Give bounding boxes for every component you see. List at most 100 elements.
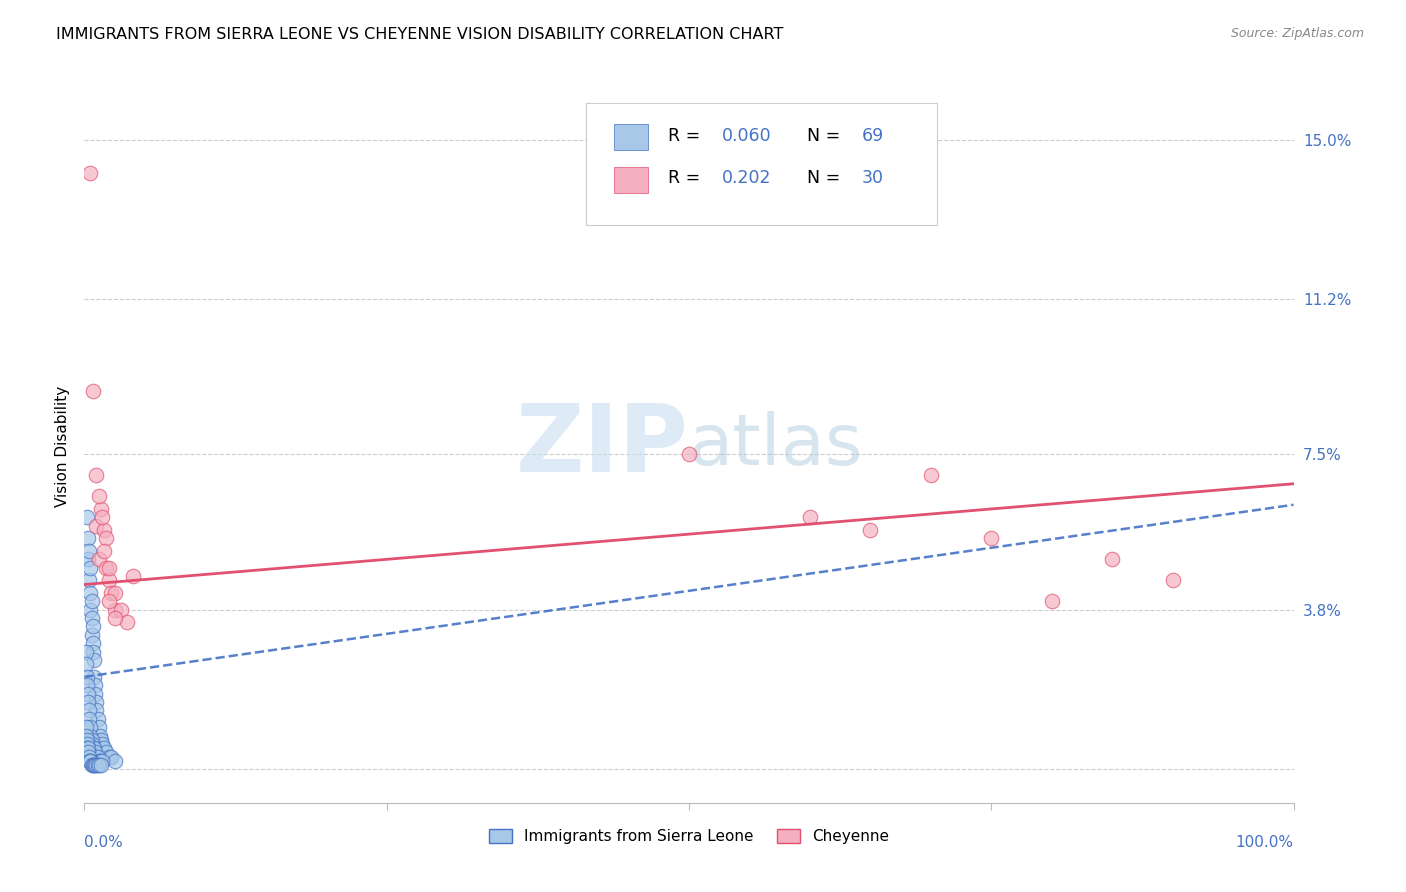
Text: ZIP: ZIP [516, 400, 689, 492]
Point [678, 447, 700, 461]
Text: 30: 30 [862, 169, 884, 187]
Point [82, 758, 104, 772]
Point [84, 758, 107, 772]
Point [84, 687, 107, 701]
Point [76, 510, 98, 524]
Point [90, 758, 112, 772]
Point [82, 741, 104, 756]
Point [94, 746, 117, 760]
Point [94, 560, 117, 574]
Point [86, 758, 108, 772]
Point [79, 754, 101, 768]
Point [83, 758, 105, 772]
Point [76, 741, 98, 756]
Point [87, 754, 110, 768]
Point [80, 594, 103, 608]
Point [121, 569, 143, 583]
Point [77, 746, 100, 760]
Point [82, 645, 104, 659]
Text: IMMIGRANTS FROM SIERRA LEONE VS CHEYENNE VISION DISABILITY CORRELATION CHART: IMMIGRANTS FROM SIERRA LEONE VS CHEYENNE… [56, 27, 783, 42]
FancyBboxPatch shape [586, 103, 936, 225]
Point [76, 678, 98, 692]
Point [86, 703, 108, 717]
Point [920, 468, 942, 483]
Point [83, 653, 105, 667]
Point [77, 741, 100, 756]
Point [83, 670, 105, 684]
FancyBboxPatch shape [614, 124, 648, 150]
Legend: Immigrants from Sierra Leone, Cheyenne: Immigrants from Sierra Leone, Cheyenne [485, 824, 893, 848]
Point [82, 636, 104, 650]
Point [77, 687, 100, 701]
Point [89, 754, 111, 768]
Point [100, 749, 122, 764]
Point [82, 384, 104, 399]
Point [77, 703, 100, 717]
Point [110, 603, 132, 617]
Point [77, 749, 100, 764]
Point [104, 586, 127, 600]
Point [97, 574, 120, 588]
Y-axis label: Vision Disability: Vision Disability [55, 385, 70, 507]
Point [83, 741, 105, 756]
Point [90, 732, 112, 747]
Point [84, 746, 107, 760]
Point [86, 695, 108, 709]
Point [77, 552, 100, 566]
Point [86, 712, 108, 726]
Text: R =: R = [668, 127, 706, 145]
Point [75, 720, 97, 734]
Text: 100.0%: 100.0% [1236, 835, 1294, 850]
Point [80, 732, 103, 747]
Point [93, 523, 115, 537]
Point [87, 489, 110, 503]
Text: R =: R = [668, 169, 706, 187]
Point [79, 586, 101, 600]
Point [80, 628, 103, 642]
Point [1040, 594, 1063, 608]
Text: N =: N = [807, 127, 846, 145]
Point [80, 758, 103, 772]
Point [100, 586, 122, 600]
Point [859, 523, 882, 537]
Point [86, 468, 108, 483]
Point [75, 729, 97, 743]
Point [104, 754, 127, 768]
Point [91, 737, 114, 751]
Point [76, 737, 98, 751]
Point [77, 532, 100, 546]
Point [77, 544, 100, 558]
Point [79, 603, 101, 617]
Point [79, 720, 101, 734]
Point [80, 611, 103, 625]
Point [86, 758, 108, 772]
Point [80, 737, 103, 751]
Point [87, 758, 110, 772]
Point [93, 544, 115, 558]
Point [84, 678, 107, 692]
Point [79, 166, 101, 180]
Point [980, 532, 1002, 546]
Text: 0.0%: 0.0% [84, 835, 124, 850]
Point [93, 741, 115, 756]
Point [76, 670, 98, 684]
Point [77, 574, 100, 588]
Point [97, 594, 120, 608]
Point [91, 510, 114, 524]
Point [87, 720, 110, 734]
Point [97, 749, 120, 764]
Point [82, 619, 104, 633]
Point [75, 657, 97, 672]
Point [79, 560, 101, 574]
Point [94, 532, 117, 546]
Point [1161, 574, 1184, 588]
Text: 69: 69 [862, 127, 884, 145]
Text: 0.202: 0.202 [721, 169, 770, 187]
Point [87, 552, 110, 566]
Point [77, 695, 100, 709]
Point [115, 615, 138, 630]
Point [79, 754, 101, 768]
Point [86, 518, 108, 533]
Text: Source: ZipAtlas.com: Source: ZipAtlas.com [1230, 27, 1364, 40]
Point [86, 749, 108, 764]
